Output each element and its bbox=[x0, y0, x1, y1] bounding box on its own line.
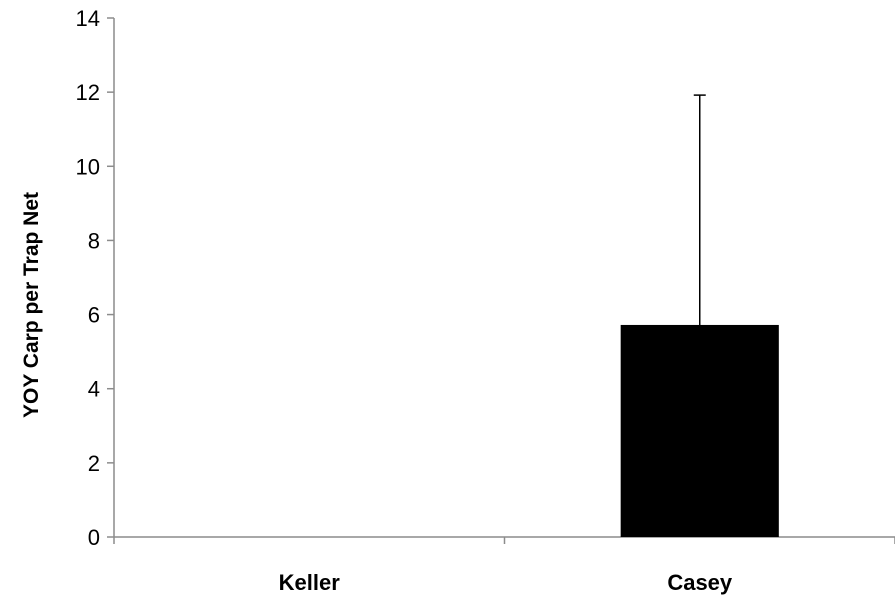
y-tick-label: 0 bbox=[88, 525, 100, 550]
x-ticks bbox=[113, 537, 895, 544]
y-tick-label: 6 bbox=[88, 303, 100, 328]
y-tick-label: 10 bbox=[76, 154, 100, 179]
y-axis-title: YOY Carp per Trap Net bbox=[20, 192, 43, 418]
category-label: Keller bbox=[279, 570, 341, 595]
y-tick-label: 8 bbox=[88, 228, 100, 253]
category-label: Casey bbox=[667, 570, 733, 595]
y-tick-label: 12 bbox=[76, 80, 100, 105]
y-ticks: 0 2 4 6 8 10 12 14 bbox=[76, 6, 114, 550]
error-bars bbox=[693, 94, 706, 325]
bars bbox=[620, 324, 779, 537]
y-tick-label: 4 bbox=[88, 377, 100, 402]
y-tick-label: 14 bbox=[76, 6, 100, 31]
y-tick-label: 2 bbox=[88, 451, 100, 476]
bar-casey bbox=[620, 324, 779, 537]
category-labels: Keller Casey bbox=[279, 570, 733, 595]
